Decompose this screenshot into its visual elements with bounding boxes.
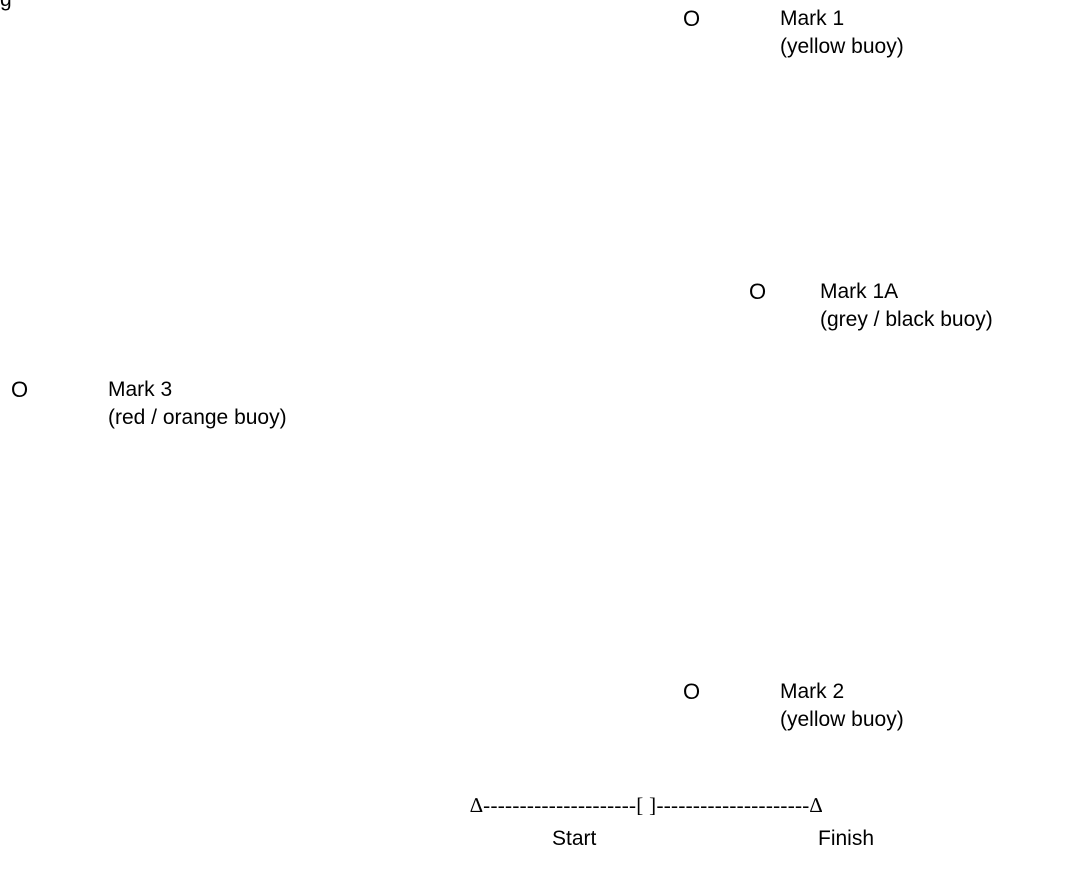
mark-1-buoy-icon: O <box>683 6 701 31</box>
mark-3-label: Mark 3 <box>108 378 173 401</box>
mark-3-buoy-icon: O <box>11 377 29 402</box>
start-label: Start <box>552 827 597 850</box>
mark-2-description: (yellow buoy) <box>780 708 904 731</box>
cropped-heading-fragment: g <box>0 0 12 13</box>
mark-3-description: (red / orange buoy) <box>108 406 287 429</box>
start-finish-line: ∆---------------------[ ]---------------… <box>470 793 823 817</box>
mark-1a-description: (grey / black buoy) <box>820 308 993 331</box>
mark-2-buoy-icon: O <box>683 679 701 704</box>
mark-1a-label: Mark 1A <box>820 280 899 303</box>
mark-2-label: Mark 2 <box>780 680 845 703</box>
mark-1-label: Mark 1 <box>780 7 845 30</box>
finish-label: Finish <box>818 827 875 850</box>
mark-1a-buoy-icon: O <box>749 279 767 304</box>
mark-1-description: (yellow buoy) <box>780 35 904 58</box>
